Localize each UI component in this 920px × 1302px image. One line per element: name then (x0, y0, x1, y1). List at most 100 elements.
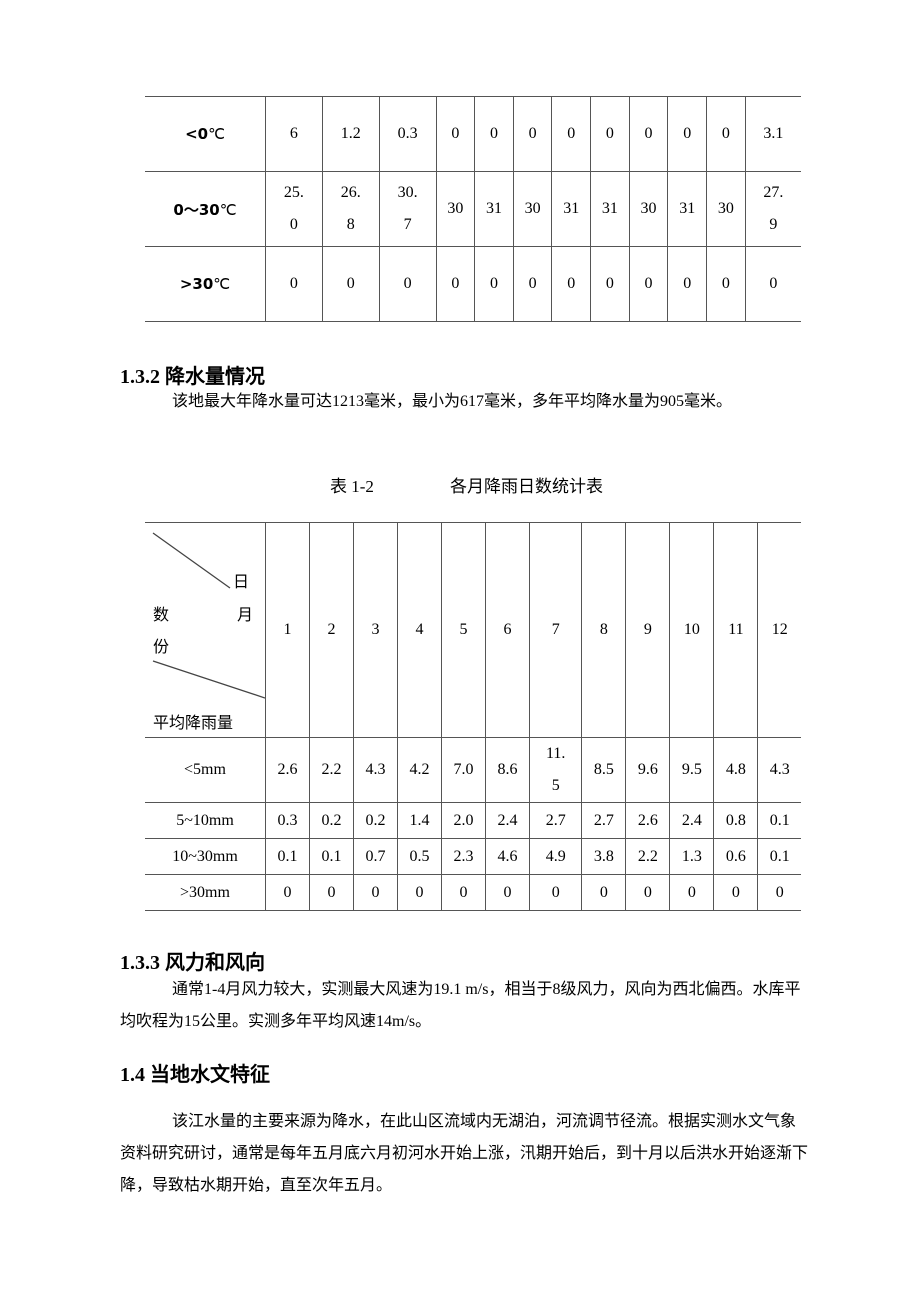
table-row: >30mm 0 0 0 0 0 0 0 0 0 0 0 0 (145, 874, 801, 911)
table-cell: 0 (744, 246, 801, 322)
table-cell: 0 (435, 96, 476, 172)
row-label-unit: ℃ (213, 276, 231, 293)
month-header: 5 (441, 522, 486, 738)
temperature-days-table: <0℃ 6 1.2 0.3 0 0 0 0 0 0 0 0 3.1 0～30℃ 25.0 26.8 30.7 30… (145, 96, 801, 322)
row-label-unit: ℃ (219, 202, 237, 219)
table-cell: 0 (265, 246, 323, 322)
paragraph: 该江水量的主要来源为降水，在此山区流域内无湖泊，河流调节径流。根据实测水文气象资… (120, 1113, 809, 1194)
table-cell: 8.5 (581, 737, 627, 803)
table-cell: 0 (441, 874, 486, 911)
section-heading: 1.4 当地水文特征 (120, 1064, 270, 1086)
table-cell: 0 (512, 96, 553, 172)
table-cell: 0.8 (713, 802, 759, 839)
corner-label-day: 日 (233, 574, 250, 591)
table-cell: 0.7 (353, 838, 398, 875)
row-label-range: 0～30 (173, 200, 220, 219)
row-label-range: <0 (185, 124, 209, 143)
table-cell: 9.6 (625, 737, 671, 803)
table-cell: 31 (474, 171, 514, 247)
table-cell: 0.3 (265, 802, 310, 839)
table-cell: 0.5 (397, 838, 442, 875)
table-row: >30℃ 0 0 0 0 0 0 0 0 0 0 0 0 (145, 246, 801, 322)
row-label: >30mm (145, 874, 266, 911)
table-cell: 9.5 (669, 737, 715, 803)
table-cell: 30 (628, 171, 669, 247)
table-cell: 4.3 (353, 737, 398, 803)
table-cell: 0.1 (309, 838, 354, 875)
table-cell: 30 (512, 171, 553, 247)
table-cell: 1.2 (321, 96, 380, 172)
table-cell: 0 (309, 874, 354, 911)
month-header: 2 (309, 522, 354, 738)
table-cell: 0 (528, 874, 583, 911)
paragraph: 通常1-4月风力较大，实测最大风速为19.1 m/s，相当于8级风力，风向为西北… (120, 981, 801, 1030)
month-header: 3 (353, 522, 398, 738)
table-cell: 4.6 (485, 838, 530, 875)
corner-label-rainfall: 平均降雨量 (153, 715, 234, 732)
table-cell: 1.3 (669, 838, 715, 875)
table-cell: 2.3 (441, 838, 486, 875)
table-cell: 0 (474, 96, 514, 172)
table-cell: 0 (667, 246, 708, 322)
table-cell: 4.2 (397, 737, 442, 803)
table-cell: 0.1 (757, 802, 801, 839)
section-heading: 1.3.3 风力和风向 (120, 952, 265, 974)
table-caption-title: 各月降雨日数统计表 (450, 477, 603, 496)
table-cell: 4.9 (528, 838, 583, 875)
table-row: 10~30mm 0.1 0.1 0.7 0.5 2.3 4.6 4.9 3.8 2.2 1.3 0.6… (145, 838, 801, 875)
row-label: <5mm (145, 737, 266, 803)
paragraph: 该地最大年降水量可达1213毫米，最小为617毫米，多年平均降水量为905毫米。 (172, 393, 733, 410)
month-header: 9 (625, 522, 671, 738)
table-cell: 2.4 (669, 802, 715, 839)
table-cell: 2.0 (441, 802, 486, 839)
table-cell: 31 (667, 171, 708, 247)
table-cell: 0 (667, 96, 708, 172)
table-cell: 0 (706, 246, 746, 322)
table-cell: 2.2 (309, 737, 354, 803)
table-cell: 30 (435, 171, 476, 247)
table-cell: 0.2 (353, 802, 398, 839)
table-cell: 0 (669, 874, 715, 911)
table-cell: 8.6 (485, 737, 530, 803)
month-header: 1 (265, 522, 310, 738)
row-label-range: >30 (179, 274, 214, 293)
table-cell: 0.1 (265, 838, 310, 875)
table-cell: 0.1 (757, 838, 801, 875)
table-cell: 2.6 (625, 802, 671, 839)
table-cell: 31 (551, 171, 592, 247)
row-label-unit: ℃ (208, 126, 225, 143)
table-cell: 0.6 (713, 838, 759, 875)
table-cell: 0 (485, 874, 530, 911)
table-cell: 2.6 (265, 737, 310, 803)
table-cell: 0 (378, 246, 437, 322)
diagonal-lines (152, 532, 265, 699)
table-cell: 27.9 (744, 171, 801, 247)
table-cell: 2.2 (625, 838, 671, 875)
month-header: 4 (397, 522, 442, 738)
table-cell: 0 (551, 246, 592, 322)
table-cell: 0 (474, 246, 514, 322)
table-row: 5~10mm 0.3 0.2 0.2 1.4 2.0 2.4 2.7 2.7 2.6 2.4 0.8 0… (145, 802, 801, 839)
table-cell: 2.7 (581, 802, 627, 839)
table-cell: 25.0 (265, 171, 323, 247)
table-cell: 2.7 (528, 802, 583, 839)
month-header: 6 (485, 522, 530, 738)
table-cell: 31 (590, 171, 630, 247)
row-label: >30℃ (145, 246, 266, 322)
table-cell: 0.2 (309, 802, 354, 839)
table-cell: 3.8 (581, 838, 627, 875)
table-cell: 0 (551, 96, 592, 172)
row-label: 5~10mm (145, 802, 266, 839)
table-cell: 0 (512, 246, 553, 322)
table-cell: 30 (706, 171, 746, 247)
table-cell: 0.3 (378, 96, 437, 172)
table-cell: 1.4 (397, 802, 442, 839)
month-header: 7 (528, 522, 583, 738)
table-cell: 0 (265, 874, 310, 911)
corner-label-part: 份 (153, 639, 170, 656)
table-row: 0～30℃ 25.0 26.8 30.7 30 31 30 31 31 30 31 30 27.9 (145, 171, 801, 247)
table-cell: 0 (625, 874, 671, 911)
table-cell: 4.8 (713, 737, 759, 803)
table-cell: 30.7 (378, 171, 437, 247)
month-header: 10 (669, 522, 715, 738)
